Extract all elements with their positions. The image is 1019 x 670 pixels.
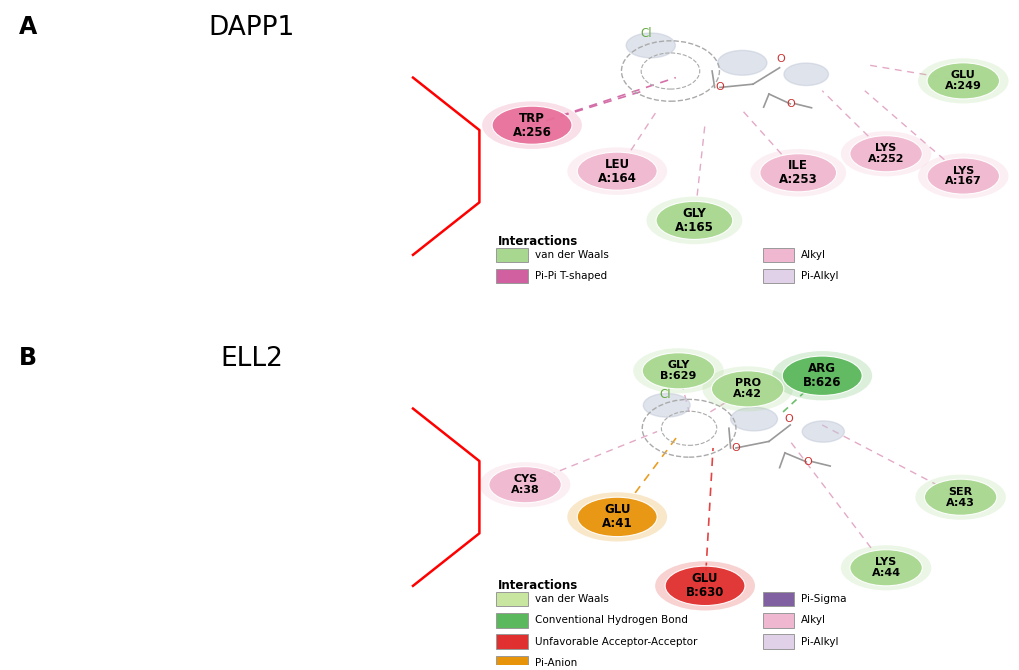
Ellipse shape (801, 421, 844, 442)
Text: O: O (784, 414, 793, 424)
Ellipse shape (655, 202, 732, 239)
Ellipse shape (702, 366, 792, 411)
Text: ELL2: ELL2 (220, 346, 283, 373)
Ellipse shape (664, 566, 744, 606)
Text: O: O (785, 99, 794, 109)
Text: B: B (19, 346, 38, 371)
Text: O: O (731, 443, 740, 453)
Text: TRP
A:256: TRP A:256 (513, 112, 551, 139)
FancyBboxPatch shape (496, 613, 527, 628)
Ellipse shape (577, 497, 656, 537)
Text: Cl: Cl (658, 389, 671, 401)
Text: ARG
B:626: ARG B:626 (802, 362, 841, 389)
FancyBboxPatch shape (762, 592, 793, 606)
Text: van der Waals: van der Waals (534, 250, 608, 260)
FancyBboxPatch shape (762, 269, 793, 283)
Text: GLU
A:41: GLU A:41 (601, 503, 632, 531)
FancyBboxPatch shape (496, 634, 527, 649)
Ellipse shape (646, 196, 742, 244)
Ellipse shape (488, 467, 560, 502)
Text: Pi-Sigma: Pi-Sigma (800, 594, 846, 604)
Ellipse shape (750, 149, 846, 196)
Ellipse shape (717, 50, 766, 75)
Ellipse shape (926, 158, 999, 194)
Text: GLY
A:165: GLY A:165 (675, 207, 713, 234)
Ellipse shape (643, 393, 690, 417)
Ellipse shape (730, 407, 776, 431)
Text: GLY
B:629: GLY B:629 (659, 360, 696, 381)
Ellipse shape (771, 351, 871, 401)
Ellipse shape (654, 561, 754, 610)
Text: CYS
A:38: CYS A:38 (511, 474, 539, 495)
Text: PRO
A:42: PRO A:42 (733, 379, 761, 399)
Ellipse shape (784, 63, 827, 86)
Text: Interactions: Interactions (497, 580, 577, 592)
FancyBboxPatch shape (496, 656, 527, 670)
FancyBboxPatch shape (496, 269, 527, 283)
FancyBboxPatch shape (496, 592, 527, 606)
Ellipse shape (567, 492, 666, 541)
Ellipse shape (711, 371, 783, 407)
Ellipse shape (491, 106, 572, 144)
Ellipse shape (914, 474, 1005, 520)
Ellipse shape (917, 58, 1008, 103)
Text: Pi-Alkyl: Pi-Alkyl (800, 271, 838, 281)
Text: LYS
A:44: LYS A:44 (870, 557, 900, 578)
Ellipse shape (633, 348, 723, 393)
Text: LEU
A:164: LEU A:164 (597, 157, 636, 185)
Text: Alkyl: Alkyl (800, 615, 825, 625)
Text: Pi-Anion: Pi-Anion (534, 658, 577, 668)
Text: Conventional Hydrogen Bond: Conventional Hydrogen Bond (534, 615, 687, 625)
Text: A: A (19, 15, 38, 40)
Ellipse shape (849, 136, 921, 172)
Text: GLU
B:630: GLU B:630 (685, 572, 723, 600)
Ellipse shape (759, 153, 836, 192)
Text: ILE
A:253: ILE A:253 (779, 159, 817, 186)
Text: Pi-Pi T-shaped: Pi-Pi T-shaped (534, 271, 606, 281)
Ellipse shape (567, 147, 666, 195)
Ellipse shape (926, 63, 999, 99)
FancyBboxPatch shape (762, 613, 793, 628)
Text: SER
A:43: SER A:43 (946, 487, 974, 508)
Text: GLU
A:249: GLU A:249 (944, 70, 980, 91)
Ellipse shape (577, 152, 656, 190)
Text: Pi-Alkyl: Pi-Alkyl (800, 636, 838, 647)
Ellipse shape (626, 33, 675, 58)
Ellipse shape (782, 356, 861, 395)
Ellipse shape (479, 462, 570, 507)
Text: O: O (775, 54, 785, 64)
Ellipse shape (840, 545, 930, 590)
Text: Alkyl: Alkyl (800, 250, 825, 260)
FancyBboxPatch shape (762, 634, 793, 649)
Text: LYS
A:252: LYS A:252 (867, 143, 904, 164)
FancyBboxPatch shape (496, 248, 527, 262)
Ellipse shape (642, 352, 714, 389)
Ellipse shape (482, 101, 582, 149)
Text: van der Waals: van der Waals (534, 594, 608, 604)
Text: O: O (802, 457, 811, 467)
Text: LYS
A:167: LYS A:167 (944, 165, 980, 186)
Text: Unfavorable Acceptor-Acceptor: Unfavorable Acceptor-Acceptor (534, 636, 696, 647)
Ellipse shape (923, 479, 996, 515)
Text: DAPP1: DAPP1 (209, 15, 294, 42)
Text: O: O (715, 82, 723, 92)
Ellipse shape (840, 131, 930, 176)
Ellipse shape (917, 153, 1008, 198)
Ellipse shape (849, 549, 921, 586)
Text: Interactions: Interactions (497, 235, 577, 248)
Text: Cl: Cl (640, 27, 652, 40)
FancyBboxPatch shape (762, 248, 793, 262)
